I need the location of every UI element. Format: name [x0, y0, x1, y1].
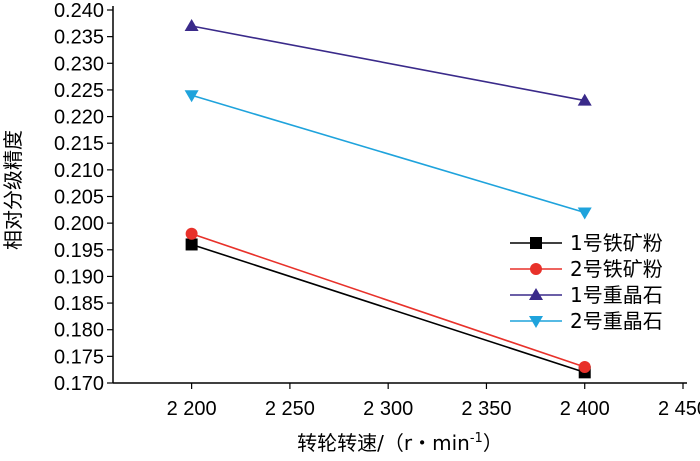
series-layer	[184, 18, 592, 379]
legend-item: 1号铁矿粉	[510, 231, 663, 255]
data-point	[184, 18, 199, 31]
legend-label: 2号重晶石	[570, 309, 663, 333]
x-tick-label: 2 250	[265, 398, 315, 420]
data-point	[578, 361, 591, 374]
series-1	[185, 238, 591, 379]
legend-marker	[529, 316, 543, 328]
y-tick-label: 0.195	[54, 240, 104, 262]
y-tick-label: 0.230	[54, 53, 104, 75]
series-line	[191, 25, 585, 102]
y-tick-label: 0.235	[54, 27, 104, 49]
series-line	[191, 233, 585, 368]
y-axis-ticks: 0.170 0.175 0.180 0.185 0.190 0.195 0.200 0.205…	[54, 0, 113, 395]
series-2	[185, 227, 591, 374]
y-tick-label: 0.220	[54, 107, 104, 129]
x-tick-label: 2 350	[461, 398, 511, 420]
x-axis-title-superscript: -1	[470, 431, 483, 446]
x-tick-label: 2 300	[363, 398, 413, 420]
data-point	[577, 207, 592, 220]
y-tick-label: 0.225	[54, 80, 104, 102]
data-point	[577, 93, 592, 106]
legend-marker	[529, 288, 543, 300]
y-tick-label: 0.215	[54, 133, 104, 155]
legend-label: 2号铁矿粉	[570, 257, 663, 281]
y-tick-label: 0.190	[54, 266, 104, 288]
x-tick-label: 2 400	[560, 398, 610, 420]
series-4	[184, 90, 592, 220]
x-axis-title: 转轮转速/（r・min-1）	[297, 431, 503, 455]
data-point	[185, 238, 198, 251]
y-tick-label: 0.170	[54, 373, 104, 395]
y-tick-label: 0.205	[54, 187, 104, 209]
y-tick-label: 0.240	[54, 0, 104, 22]
data-point	[185, 227, 198, 240]
axes	[112, 6, 687, 384]
data-point	[184, 90, 199, 103]
series-3	[184, 18, 592, 106]
y-tick-label: 0.210	[54, 160, 104, 182]
legend-item: 2号重晶石	[510, 309, 663, 333]
x-tick-label: 2 450	[658, 398, 700, 420]
legend-item: 1号重晶石	[510, 283, 663, 307]
legend-item: 2号铁矿粉	[510, 257, 663, 281]
legend-marker	[530, 263, 542, 275]
y-tick-label: 0.200	[54, 213, 104, 235]
legend-marker	[530, 237, 542, 249]
y-axis-title: 相对分级精度	[1, 130, 25, 250]
y-tick-label: 0.175	[54, 346, 104, 368]
x-tick-label: 2 200	[167, 398, 217, 420]
legend-label: 1号重晶石	[570, 283, 663, 307]
y-tick-label: 0.185	[54, 293, 104, 315]
x-axis-title-main: 转轮转速/（r・min	[297, 431, 470, 455]
x-axis-ticks: 2 200 2 250 2 300 2 350 2 400 2 450	[167, 383, 700, 420]
series-line	[191, 94, 585, 214]
x-axis-title-close: ）	[483, 431, 503, 455]
legend-label: 1号铁矿粉	[570, 231, 663, 255]
y-tick-label: 0.180	[54, 320, 104, 342]
series-line	[191, 243, 585, 374]
